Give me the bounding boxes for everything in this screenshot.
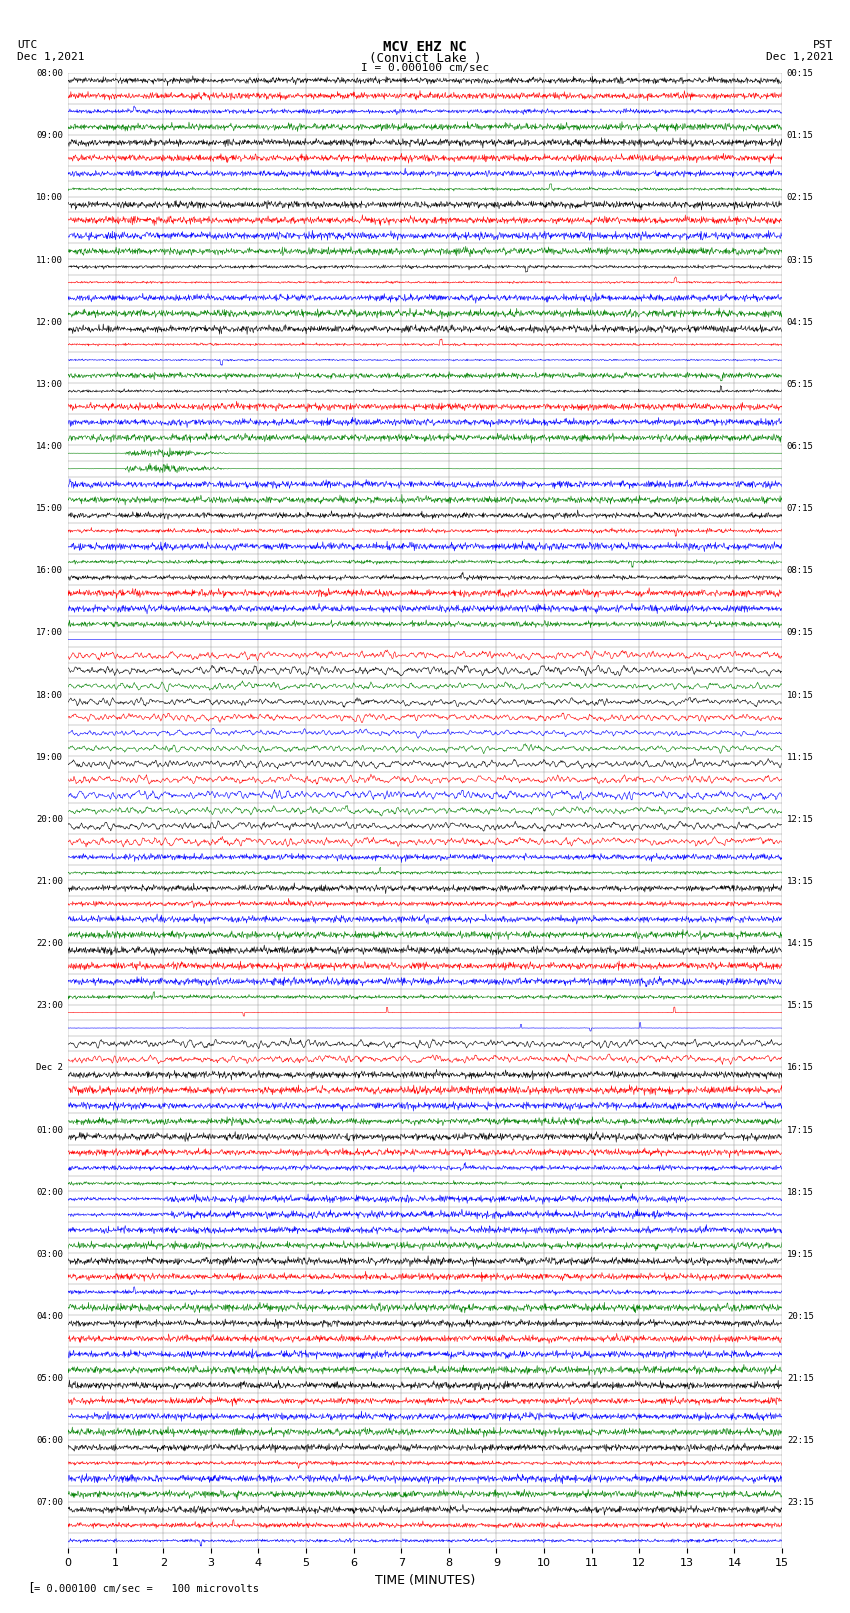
Text: Dec 1,2021: Dec 1,2021 <box>17 52 84 61</box>
Text: PST: PST <box>813 40 833 50</box>
Text: (Convict Lake ): (Convict Lake ) <box>369 52 481 65</box>
Text: UTC: UTC <box>17 40 37 50</box>
Text: [: [ <box>13 1581 35 1594</box>
Text: MCV EHZ NC: MCV EHZ NC <box>383 40 467 55</box>
Text: I = 0.000100 cm/sec: I = 0.000100 cm/sec <box>361 63 489 73</box>
Text: Dec 1,2021: Dec 1,2021 <box>766 52 833 61</box>
X-axis label: TIME (MINUTES): TIME (MINUTES) <box>375 1574 475 1587</box>
Text: = 0.000100 cm/sec =   100 microvolts: = 0.000100 cm/sec = 100 microvolts <box>34 1584 259 1594</box>
